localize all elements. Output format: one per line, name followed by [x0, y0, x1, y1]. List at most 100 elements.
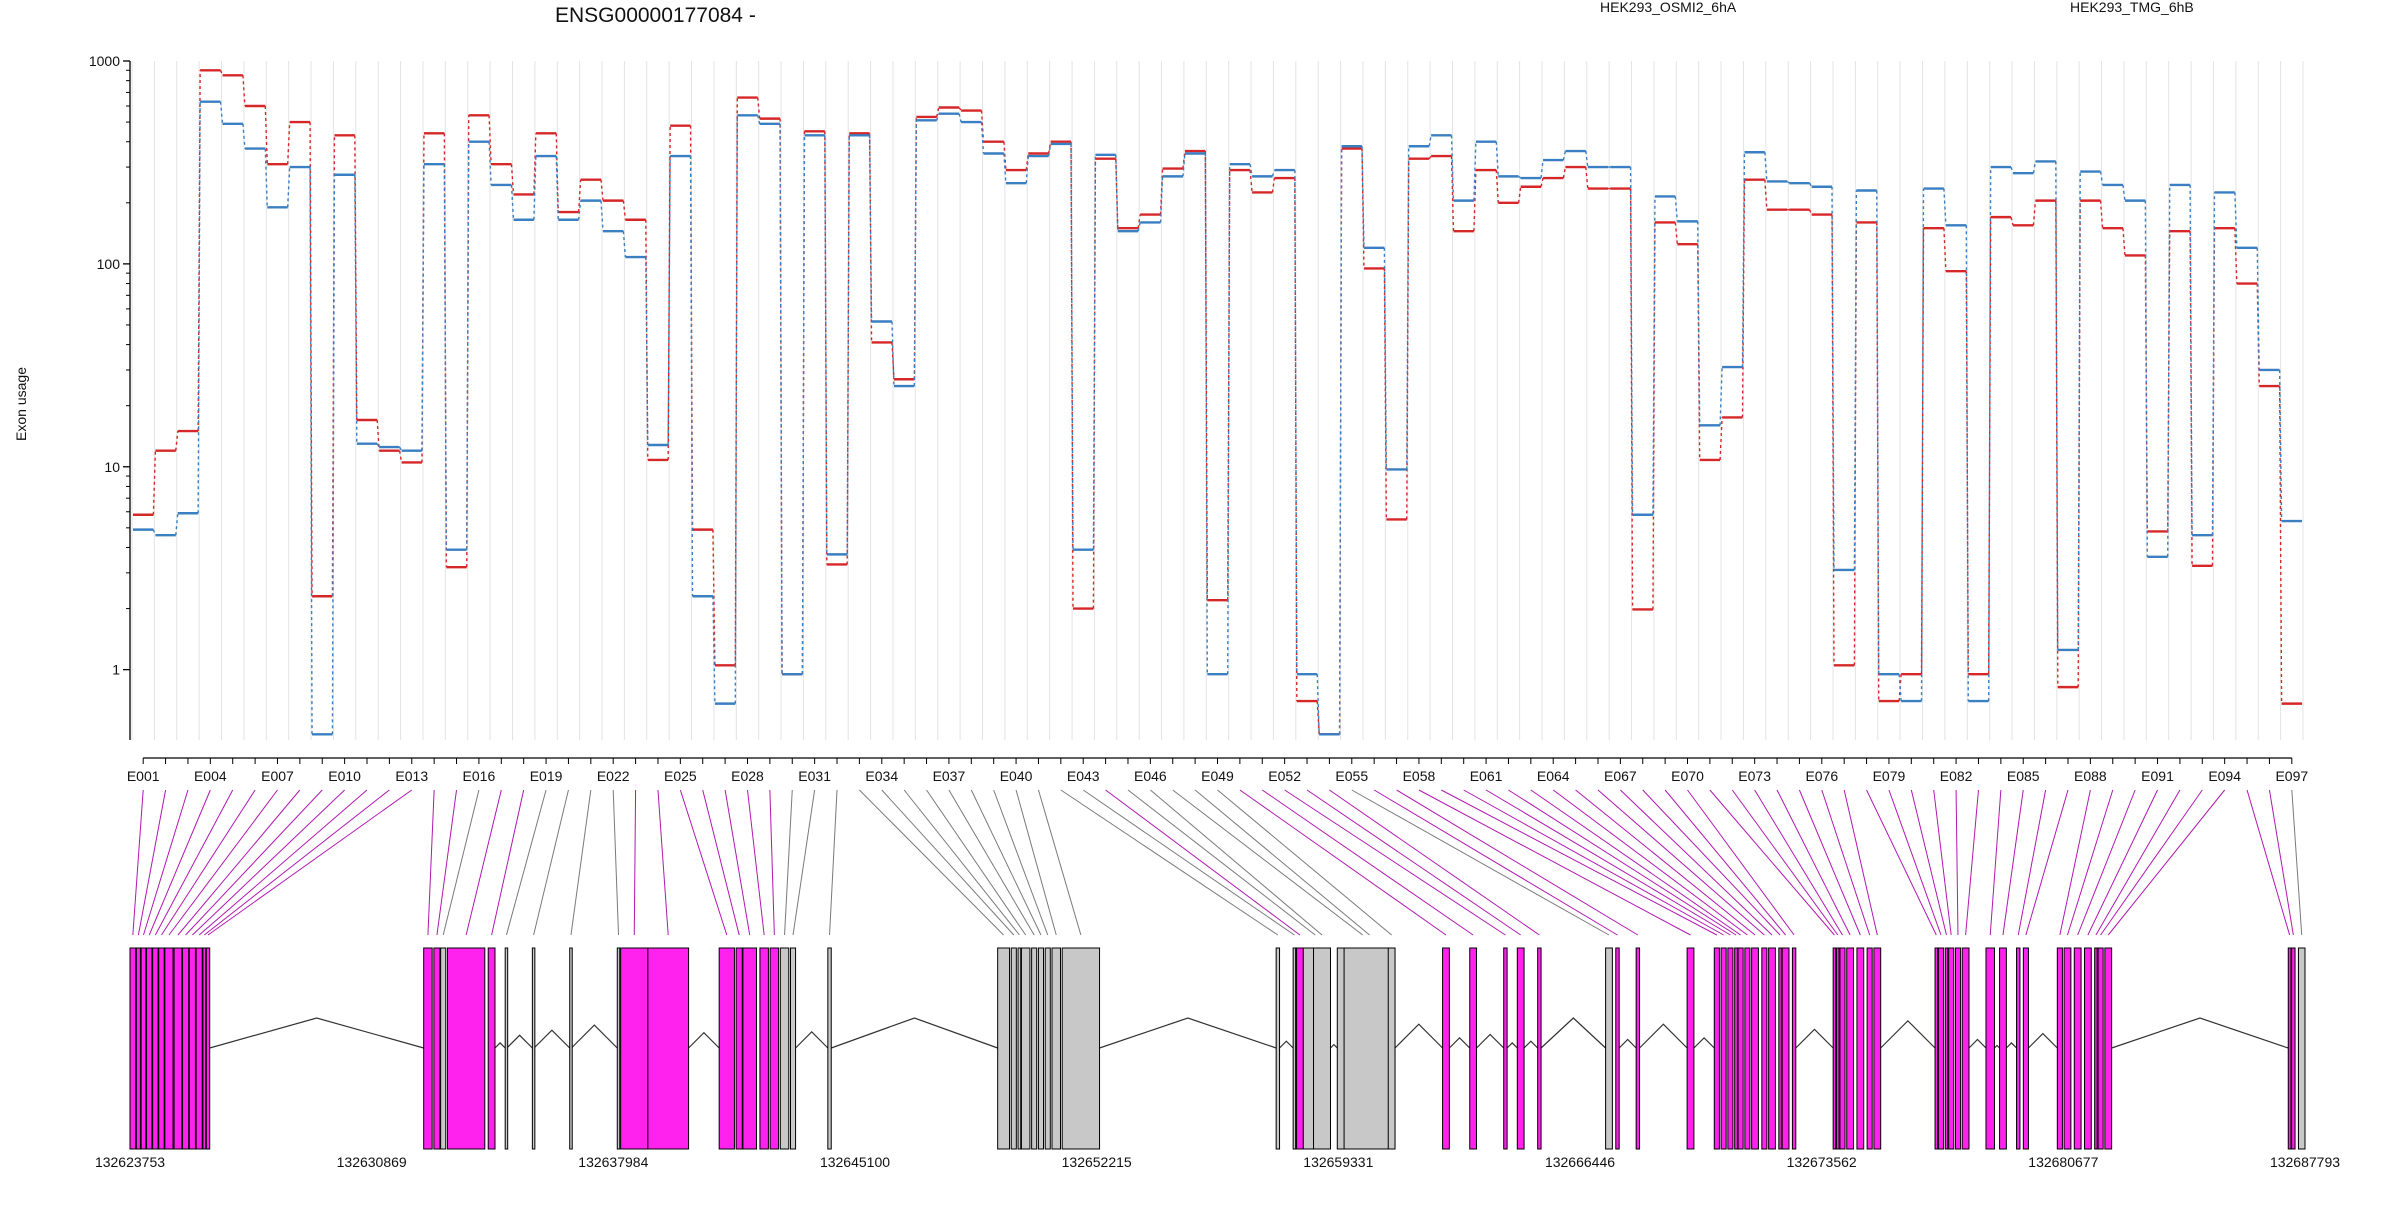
exon-box: [487, 947, 496, 1150]
exon-box: [1948, 947, 1955, 1150]
exon-connector: [970, 789, 1042, 936]
coordinate-label: 132637984: [578, 1154, 648, 1170]
exon-connector: [1910, 789, 1947, 936]
x-tick-label: E001: [127, 768, 160, 784]
exon-box: [1469, 947, 1478, 1150]
exon-connector: [2077, 789, 2136, 936]
exon-box: [1836, 947, 1840, 1150]
exon-connector: [1127, 789, 1316, 936]
exon-connector: [1955, 789, 1959, 936]
exon-box: [1503, 947, 1508, 1150]
series-connector-1: [1092, 158, 1097, 609]
exon-connector: [1709, 789, 1835, 936]
x-tick-label: E019: [530, 768, 563, 784]
exon-box: [182, 947, 190, 1150]
series-connector-2: [488, 141, 492, 185]
exon-connector: [746, 789, 765, 936]
exon-connector: [436, 789, 458, 936]
exon-connector: [491, 789, 525, 936]
exon-box: [1737, 947, 1744, 1150]
legend-series-2: HEK293_TMG_6hB: [2070, 0, 2194, 15]
gene-model: [129, 947, 2306, 1150]
exon-box: [164, 947, 174, 1150]
exon-connector: [1552, 789, 1748, 936]
exon-connector: [2002, 789, 2024, 936]
exon-connector: [784, 789, 793, 936]
coordinate-label: 132630869: [337, 1154, 407, 1170]
exon-box: [1296, 947, 1304, 1150]
exon-box: [759, 947, 769, 1150]
exon-connector: [1731, 789, 1839, 936]
exon-connector: [2246, 789, 2291, 936]
exon-box: [1044, 947, 1051, 1150]
exon-connector: [1172, 789, 1364, 936]
series-connector-1: [286, 122, 291, 165]
coordinate-label: 132645100: [820, 1154, 890, 1170]
exon-box: [789, 947, 797, 1150]
exon-box: [1516, 947, 1525, 1150]
exon-box: [742, 947, 758, 1150]
series-connector-1: [980, 110, 985, 142]
series-connector-1: [1965, 271, 1969, 675]
genomic-coordinates: 132623753 132630869 132637984 132645100 1326…: [95, 1154, 2340, 1170]
x-tick-label: E007: [261, 768, 294, 784]
exon-connector: [1396, 789, 1639, 936]
exon-connector: [1037, 789, 1082, 936]
series-connector-2: [1226, 164, 1231, 675]
exon-box: [440, 947, 447, 1150]
exon-connector: [1015, 789, 1057, 936]
exon-box: [1734, 947, 1738, 1150]
series-connector-2: [1764, 152, 1768, 182]
exon-box: [827, 947, 832, 1150]
exon-box: [1961, 947, 1970, 1150]
intron-line: [1795, 1028, 1834, 1049]
series-connector-2: [1450, 135, 1455, 201]
x-axis: E001 E004 E007 E010 E013 E016 E019 E022 E025 E028…: [127, 757, 2308, 784]
exon-connector: [679, 789, 728, 936]
exon-connector: [1821, 789, 1871, 936]
y-tick-label: 100: [97, 256, 121, 272]
series-connector-1: [510, 164, 515, 195]
series-connector-2: [1719, 367, 1723, 426]
series-connector-1: [958, 107, 962, 111]
series-connector-2: [555, 156, 559, 220]
coordinate-label: 132666446: [1545, 1154, 1615, 1170]
exon-box: [2056, 947, 2063, 1150]
series-connector-2: [309, 167, 313, 735]
intron-line: [2028, 1032, 2058, 1049]
intron-line: [2111, 1017, 2289, 1049]
exon-connector: [442, 789, 480, 936]
series-connector-1: [555, 133, 559, 213]
exon-box: [1744, 947, 1751, 1150]
series-connector-2: [1629, 167, 1634, 515]
series-connector-1: [1003, 141, 1007, 171]
x-tick-label: E052: [1268, 768, 1301, 784]
exon-connector: [2025, 789, 2069, 936]
x-tick-label: E091: [2141, 768, 2174, 784]
exon-connector: [143, 789, 189, 936]
series-connector-2: [1518, 175, 1522, 179]
exon-box: [1713, 947, 1720, 1150]
x-tick-label: E013: [395, 768, 428, 784]
x-tick-label: E055: [1335, 768, 1368, 784]
exon-box: [1615, 947, 1620, 1150]
series-connector-2: [2099, 171, 2104, 186]
series-connector-2: [756, 115, 761, 125]
x-tick-label: E040: [1000, 768, 1033, 784]
intron-line: [1994, 1044, 2000, 1049]
series-connector-1: [264, 105, 268, 165]
exon-connector: [1754, 789, 1843, 936]
exon-connectors: [132, 789, 2303, 936]
series-connector-2: [1271, 169, 1276, 177]
exon-connector: [2095, 789, 2181, 936]
series-connector-2: [1428, 135, 1432, 147]
exon-box: [158, 947, 165, 1150]
x-tick-label: E037: [933, 768, 966, 784]
series-connector-2: [1070, 143, 1074, 550]
exon-connector: [1485, 789, 1731, 936]
series-connector-2: [1562, 150, 1567, 161]
exon-box: [140, 947, 147, 1150]
series-connector-2: [2144, 200, 2149, 557]
series-connector-1: [488, 115, 492, 165]
